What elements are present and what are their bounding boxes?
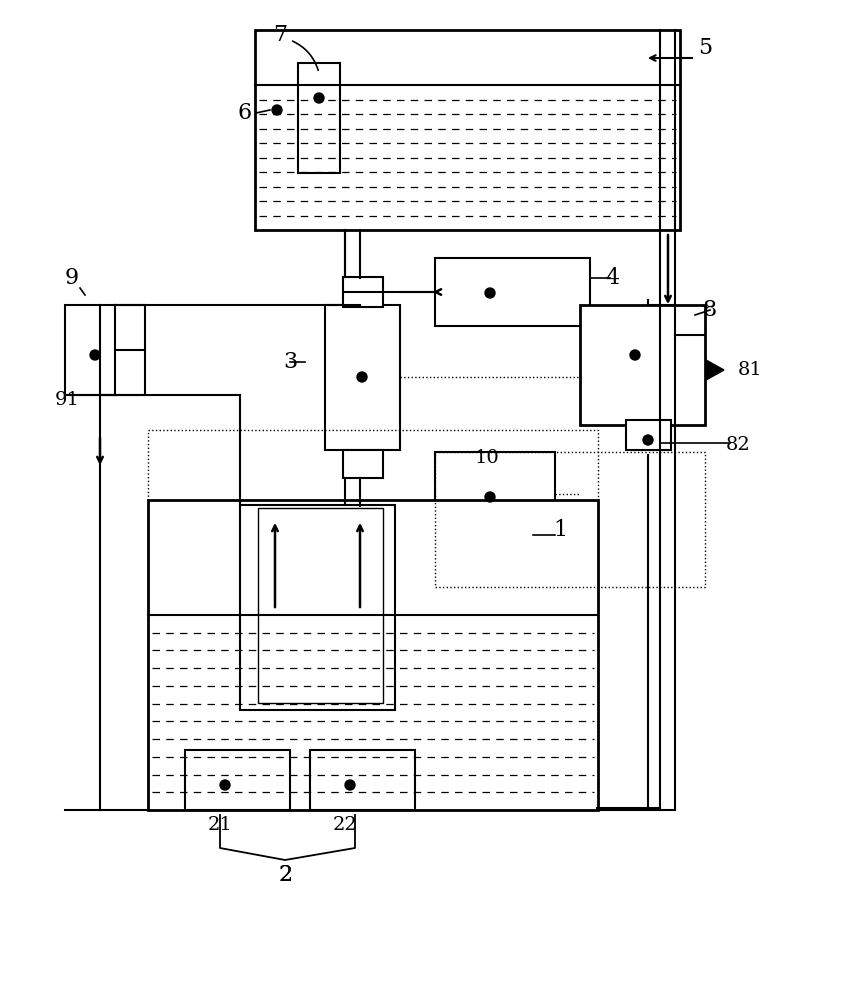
Bar: [148, 500, 598, 810]
Text: 8: 8: [703, 299, 717, 321]
Bar: [185, 750, 290, 810]
Bar: [435, 452, 555, 537]
Circle shape: [485, 492, 495, 502]
Text: 9: 9: [65, 267, 79, 289]
Bar: [580, 305, 705, 425]
Text: 6: 6: [238, 102, 252, 124]
Bar: [343, 450, 383, 478]
Bar: [258, 508, 383, 703]
Text: 4: 4: [605, 267, 619, 289]
Text: 81: 81: [738, 361, 762, 379]
Circle shape: [485, 288, 495, 298]
Bar: [255, 30, 680, 230]
Text: 2: 2: [278, 864, 292, 886]
Text: 5: 5: [698, 37, 712, 59]
Text: 22: 22: [332, 816, 357, 834]
Bar: [298, 63, 340, 173]
Bar: [240, 505, 395, 710]
Circle shape: [643, 435, 653, 445]
Circle shape: [345, 780, 355, 790]
Bar: [325, 305, 400, 450]
Bar: [65, 305, 145, 395]
Bar: [435, 258, 590, 326]
Bar: [626, 420, 671, 450]
Text: 2: 2: [278, 864, 292, 886]
Circle shape: [272, 105, 282, 115]
Bar: [310, 750, 415, 810]
Circle shape: [357, 372, 367, 382]
Text: 3: 3: [283, 351, 297, 373]
Polygon shape: [706, 360, 724, 380]
Text: 91: 91: [54, 391, 80, 409]
Circle shape: [220, 780, 230, 790]
Text: 10: 10: [475, 449, 499, 467]
Text: 7: 7: [273, 24, 287, 46]
Text: 1: 1: [553, 519, 567, 541]
Circle shape: [630, 350, 640, 360]
Circle shape: [314, 93, 324, 103]
Bar: [343, 277, 383, 307]
Text: 21: 21: [208, 816, 232, 834]
Text: 82: 82: [726, 436, 750, 454]
Circle shape: [90, 350, 100, 360]
